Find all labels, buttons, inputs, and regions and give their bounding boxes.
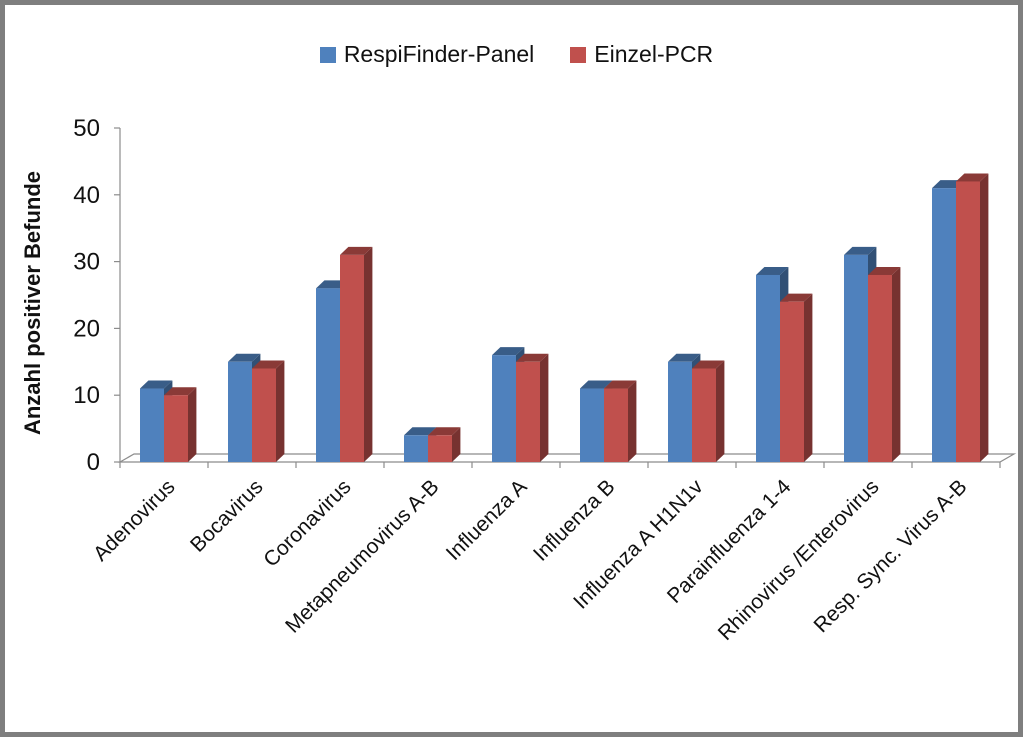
legend-item-respifinder: RespiFinder-Panel [319,41,535,68]
legend: RespiFinder-Panel Einzel-PCR [5,41,1023,68]
bar-einzel-pcr-7 [780,293,813,462]
y-axis-title: Anzahl positiver Befunde [20,171,45,435]
x-category-label: Coronavirus [259,475,355,571]
legend-label-einzel-pcr: Einzel-PCR [594,41,714,67]
legend-item-einzel-pcr: Einzel-PCR [570,41,713,68]
x-category-label: Bocavirus [186,475,267,556]
legend-label-respifinder: RespiFinder-Panel [343,41,535,67]
y-tick-label: 20 [73,315,100,342]
y-tick-label: 40 [73,182,100,209]
y-tick-label: 0 [87,449,100,476]
bar-einzel-pcr-2 [340,246,373,462]
legend-swatch-respifinder [319,46,336,63]
x-category-label: Metapneumovirus A-B [281,475,443,637]
x-category-label: Influenza A [442,475,532,565]
bar-einzel-pcr-3 [428,427,461,462]
bar-einzel-pcr-5 [604,380,637,462]
bar-chart: 0 10 20 30 40 50 Anzahl positiver Befunde Adeno… [20,115,1017,645]
bar-einzel-pcr-8 [868,266,901,462]
y-tick-label: 30 [73,249,100,276]
x-category-label: Resp. Sync. Virus A-B [809,475,971,637]
bar-einzel-pcr-4 [516,353,549,462]
y-tick-label: 10 [73,382,100,409]
bar-einzel-pcr-1 [252,360,285,462]
bar-einzel-pcr-9 [956,173,989,462]
x-category-label: Influenza B [529,475,620,566]
x-category-label: Adenovirus [89,475,180,566]
bar-einzel-pcr-6 [692,360,725,462]
legend-swatch-einzel-pcr [570,46,587,63]
bar-einzel-pcr-0 [164,387,197,462]
y-tick-label: 50 [73,115,100,142]
x-category-label: Rhinovirus /Enterovirus [714,475,884,645]
